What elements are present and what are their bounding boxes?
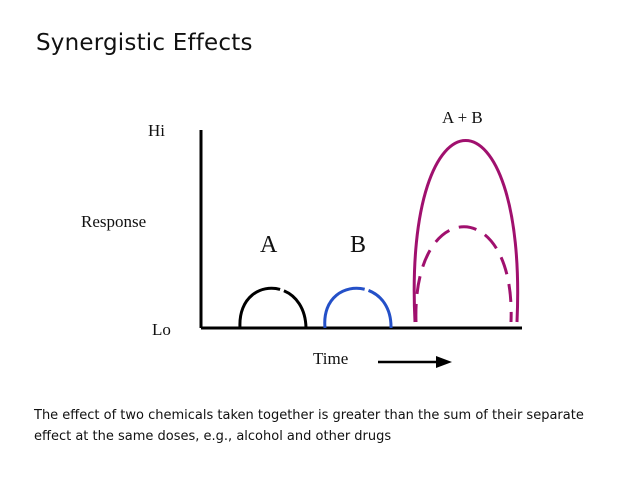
curve-a bbox=[238, 286, 308, 329]
x-axis-label: Time bbox=[313, 349, 349, 368]
slide-title: Synergistic Effects bbox=[36, 30, 253, 56]
time-arrow-head bbox=[436, 356, 452, 368]
curve-ab-synergistic bbox=[412, 139, 520, 323]
curve-b-label: B bbox=[350, 232, 367, 258]
curve-ab-additive bbox=[414, 225, 513, 323]
curve-b bbox=[323, 286, 393, 329]
y-axis-high-label: Hi bbox=[148, 121, 165, 140]
curve-a-label: A bbox=[260, 232, 278, 258]
caption-text: The effect of two chemicals taken togeth… bbox=[34, 408, 584, 444]
curve-ab-label: A + B bbox=[442, 108, 483, 127]
y-axis-label: Response bbox=[81, 212, 147, 231]
y-axis-low-label: Lo bbox=[152, 320, 171, 339]
